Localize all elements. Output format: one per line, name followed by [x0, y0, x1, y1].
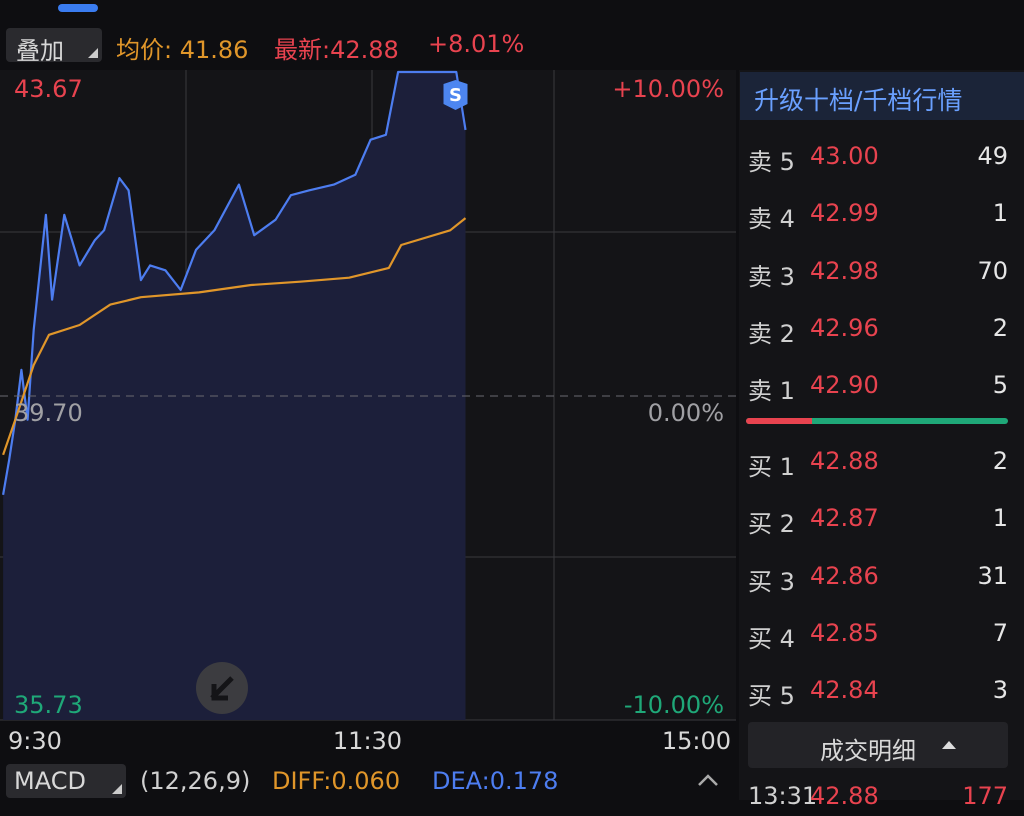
buy-row: 买 5 42.84 3 [738, 670, 1024, 710]
series-layer [2, 70, 467, 720]
level-price: 42.90 [810, 371, 879, 400]
icon-arrow [210, 676, 234, 701]
level-price: 42.98 [810, 256, 879, 285]
signal-badge: S [443, 80, 468, 110]
level-price: 42.87 [810, 504, 879, 533]
macd-label: MACD [14, 767, 86, 795]
level-volume: 5 [992, 371, 1008, 400]
level-price: 42.84 [810, 676, 879, 705]
macd-diff: DIFF:0.060 [272, 767, 401, 795]
level-label: 卖 4 [748, 205, 795, 234]
y2-tick-label: +10.00% [612, 75, 724, 103]
buy-row: 买 3 42.86 31 [738, 556, 1024, 596]
price-line [2, 70, 467, 495]
level-volume: 7 [992, 618, 1008, 647]
level-label: 卖 2 [748, 319, 795, 348]
x-tick-label: 9:30 [8, 727, 62, 755]
price-area [3, 72, 466, 720]
level-volume: 49 [977, 142, 1008, 170]
buy-row: 买 4 42.85 7 [738, 613, 1024, 653]
y-tick-label: 35.73 [14, 691, 83, 719]
average-price: 均价: 41.86 [116, 36, 249, 64]
buy-row: 买 1 42.88 2 [738, 441, 1024, 481]
latest-price: 最新:42.88 [274, 36, 399, 64]
level-label: 卖 3 [748, 262, 795, 291]
y-tick-label: 39.70 [14, 399, 83, 427]
level-label: 卖 1 [748, 377, 795, 406]
x-tick-label: 15:00 [662, 727, 731, 755]
level-volume: 1 [992, 504, 1008, 533]
trade-row: 13:31 42.88 177 [738, 776, 1024, 816]
sell-row: 卖 2 42.96 2 [738, 308, 1024, 348]
level-label: 买 5 [748, 682, 795, 711]
sell-row: 卖 3 42.98 70 [738, 251, 1024, 291]
details-button[interactable]: 成交明细 [748, 722, 1008, 768]
upgrade-text: 升级十档/千档行情 [754, 86, 963, 115]
level-volume: 2 [992, 313, 1008, 342]
overlay-button[interactable]: 叠加 [6, 28, 102, 65]
x-tick-label: 11:30 [333, 727, 402, 755]
tab-indicator [58, 4, 98, 12]
y2-tick-label: 0.00% [648, 399, 724, 427]
collapse-icon[interactable] [696, 772, 720, 788]
average-line [2, 217, 467, 456]
depth-ratio [746, 418, 1008, 424]
level-label: 买 2 [748, 510, 795, 539]
indicator-bar: MACD (12,26,9) DIFF:0.060 DEA:0.178 [0, 762, 736, 800]
chart: 43.67 39.70 35.73 +10.00% 0.00% -10.00% 9:30 11… [0, 70, 736, 755]
caret-icon [942, 741, 956, 749]
level-price: 42.85 [810, 618, 879, 647]
dropdown-icon [112, 784, 122, 794]
trade-volume: 177 [962, 782, 1008, 810]
level-volume: 2 [992, 447, 1008, 475]
dropdown-icon [88, 48, 98, 58]
y-tick-label: 43.67 [14, 75, 83, 103]
level-label: 卖 5 [748, 148, 795, 176]
buy-row: 买 2 42.87 1 [738, 498, 1024, 538]
level-volume: 70 [977, 256, 1008, 285]
level-label: 买 1 [748, 453, 795, 481]
badge-shape [443, 80, 468, 110]
level-label: 买 4 [748, 624, 795, 653]
order-book [737, 70, 1024, 800]
macd-dea: DEA:0.178 [432, 767, 559, 795]
expand-icon[interactable] [196, 662, 248, 714]
upgrade-banner[interactable]: 升级十档/千档行情 [740, 72, 1024, 120]
level-label: 买 3 [748, 567, 795, 596]
y2-tick-label: -10.00% [624, 691, 724, 719]
macd-params: (12,26,9) [140, 767, 251, 795]
level-price: 42.86 [810, 561, 879, 590]
sell-row: 卖 1 42.90 5 [738, 365, 1024, 405]
trade-time: 13:31 [748, 782, 818, 810]
overlay-label: 叠加 [16, 37, 64, 65]
macd-button[interactable]: MACD [6, 764, 126, 798]
level-price: 43.00 [810, 142, 879, 170]
level-price: 42.88 [810, 447, 879, 475]
level-price: 42.99 [810, 199, 879, 228]
level-volume: 1 [992, 199, 1008, 228]
badge-label: S [449, 85, 462, 106]
level-volume: 31 [977, 561, 1008, 590]
price-change: +8.01% [428, 30, 525, 58]
details-label: 成交明细 [820, 737, 916, 765]
level-price: 42.96 [810, 313, 879, 342]
sell-row: 卖 5 43.00 49 [738, 136, 1024, 176]
sell-row: 卖 4 42.99 1 [738, 193, 1024, 233]
depth-ratio-sell [746, 418, 812, 424]
level-volume: 3 [992, 676, 1008, 705]
trade-price: 42.88 [810, 782, 879, 810]
